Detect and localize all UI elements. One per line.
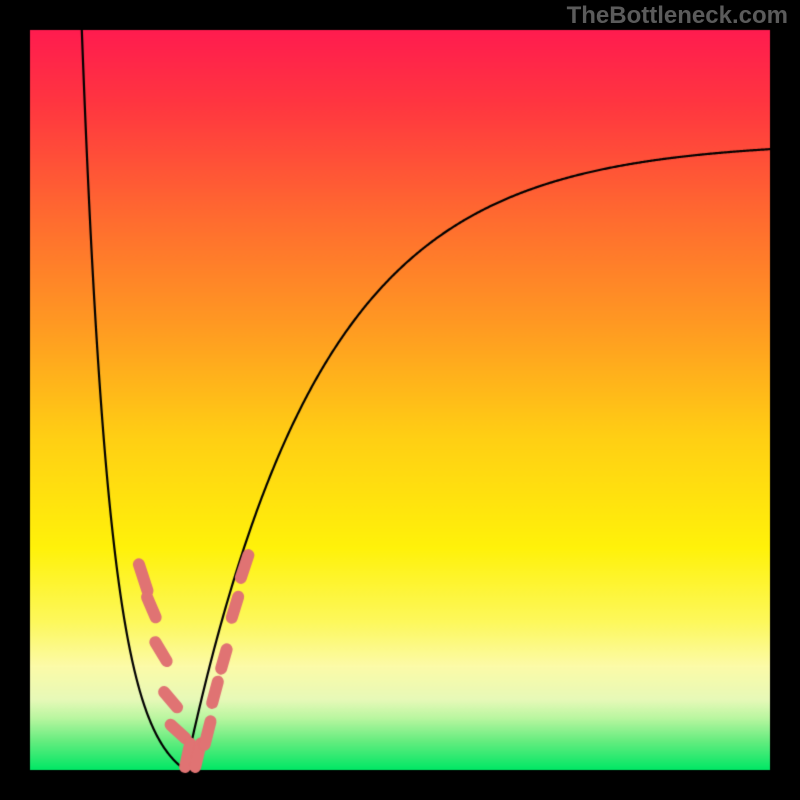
bottleneck-chart-canvas <box>0 0 800 800</box>
chart-stage: TheBottleneck.com <box>0 0 800 800</box>
